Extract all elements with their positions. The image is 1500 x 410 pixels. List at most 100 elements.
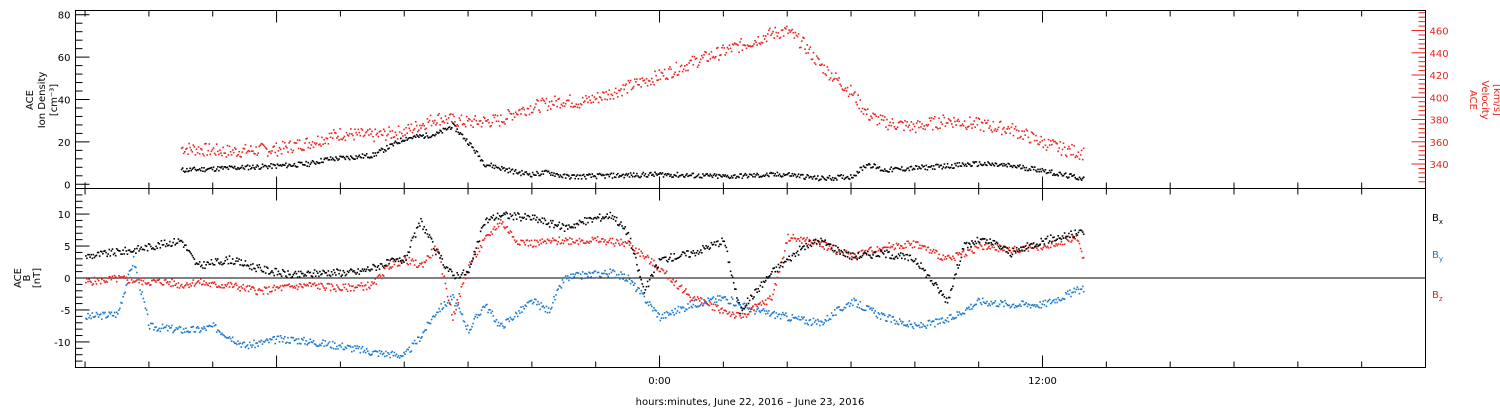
density-point bbox=[507, 171, 509, 174]
by-point bbox=[363, 349, 366, 352]
bx-point bbox=[619, 223, 621, 225]
density-point bbox=[1058, 171, 1061, 174]
density-point bbox=[401, 140, 403, 143]
by-point bbox=[780, 313, 783, 316]
density-point bbox=[1059, 171, 1062, 174]
by-point bbox=[827, 319, 830, 322]
by-point bbox=[860, 308, 863, 310]
by-point bbox=[746, 307, 749, 309]
velocity-point bbox=[791, 28, 794, 31]
density-point bbox=[738, 176, 740, 179]
velocity-point bbox=[704, 51, 706, 53]
bz-point bbox=[851, 255, 853, 258]
bx-point bbox=[927, 274, 930, 276]
bz-point bbox=[268, 286, 270, 288]
velocity-point bbox=[465, 115, 468, 118]
bz-point bbox=[330, 283, 333, 286]
bx-point bbox=[971, 240, 973, 242]
by-point bbox=[269, 337, 271, 340]
density-point bbox=[451, 127, 453, 129]
density-point bbox=[523, 173, 525, 176]
bx-point bbox=[304, 273, 306, 276]
velocity-point bbox=[854, 91, 856, 93]
bx-point bbox=[879, 249, 882, 251]
density-point bbox=[802, 174, 804, 176]
velocity-point bbox=[410, 123, 413, 126]
by-point bbox=[131, 264, 134, 267]
bx-point bbox=[87, 253, 89, 256]
bx-point bbox=[295, 272, 298, 275]
bz-point bbox=[526, 239, 529, 241]
density-point bbox=[275, 167, 278, 169]
bx-point bbox=[837, 246, 839, 249]
velocity-point bbox=[417, 130, 419, 133]
by-point bbox=[539, 308, 541, 311]
velocity-point bbox=[648, 80, 651, 82]
by-point bbox=[789, 320, 791, 322]
bx-point bbox=[518, 213, 520, 215]
velocity-point bbox=[842, 89, 845, 91]
by-point bbox=[496, 324, 499, 327]
bx-point bbox=[110, 250, 113, 252]
bx-point bbox=[147, 243, 150, 245]
bz-point bbox=[689, 296, 691, 299]
by-point bbox=[473, 318, 475, 320]
bx-point bbox=[120, 253, 122, 255]
by-point bbox=[672, 311, 674, 314]
bz-point bbox=[341, 289, 344, 291]
bz-point bbox=[150, 284, 152, 286]
by-point bbox=[558, 285, 561, 287]
bz-point bbox=[1007, 248, 1009, 250]
density-point bbox=[1064, 172, 1067, 174]
by-point bbox=[819, 324, 821, 327]
density-point bbox=[826, 176, 829, 179]
bx-point bbox=[198, 261, 201, 263]
density-point bbox=[319, 162, 321, 164]
velocity-point bbox=[840, 85, 842, 87]
density-point bbox=[202, 170, 204, 172]
density-point bbox=[624, 174, 626, 176]
velocity-point bbox=[863, 108, 866, 111]
density-point bbox=[589, 173, 591, 176]
bz-point bbox=[412, 260, 415, 262]
density-point bbox=[1039, 168, 1041, 171]
by-point bbox=[760, 309, 763, 312]
by-point bbox=[138, 279, 140, 281]
velocity-point bbox=[232, 151, 235, 154]
density-point bbox=[538, 174, 540, 177]
by-point bbox=[437, 311, 439, 314]
by-point bbox=[124, 291, 126, 294]
by-point bbox=[1036, 304, 1038, 306]
by-point bbox=[182, 328, 185, 330]
density-point bbox=[295, 166, 298, 168]
bx-point bbox=[855, 255, 857, 257]
bz-point bbox=[451, 313, 453, 316]
velocity-point bbox=[497, 120, 500, 123]
bz-point bbox=[174, 284, 176, 286]
by-point bbox=[809, 318, 812, 321]
bz-point bbox=[965, 254, 968, 257]
density-point bbox=[640, 175, 642, 178]
by-point bbox=[117, 313, 119, 315]
by-point bbox=[714, 298, 717, 300]
bz-point bbox=[517, 243, 519, 245]
bz-point bbox=[926, 246, 929, 249]
velocity-point bbox=[548, 101, 551, 103]
density-point bbox=[1061, 175, 1064, 177]
by-point bbox=[840, 309, 842, 311]
density-point bbox=[595, 177, 598, 180]
bz-point bbox=[906, 240, 908, 243]
bx-point bbox=[926, 274, 929, 276]
bx-point bbox=[561, 223, 564, 225]
by-point bbox=[670, 313, 672, 316]
bz-point bbox=[472, 258, 474, 261]
by-point bbox=[91, 312, 94, 314]
density-point bbox=[558, 176, 561, 178]
density-point bbox=[932, 165, 935, 167]
density-point bbox=[323, 158, 325, 161]
velocity-point bbox=[867, 108, 869, 110]
by-point bbox=[458, 307, 461, 310]
bx-point bbox=[1020, 246, 1022, 249]
density-point bbox=[1000, 163, 1002, 166]
bz-point bbox=[124, 277, 126, 279]
